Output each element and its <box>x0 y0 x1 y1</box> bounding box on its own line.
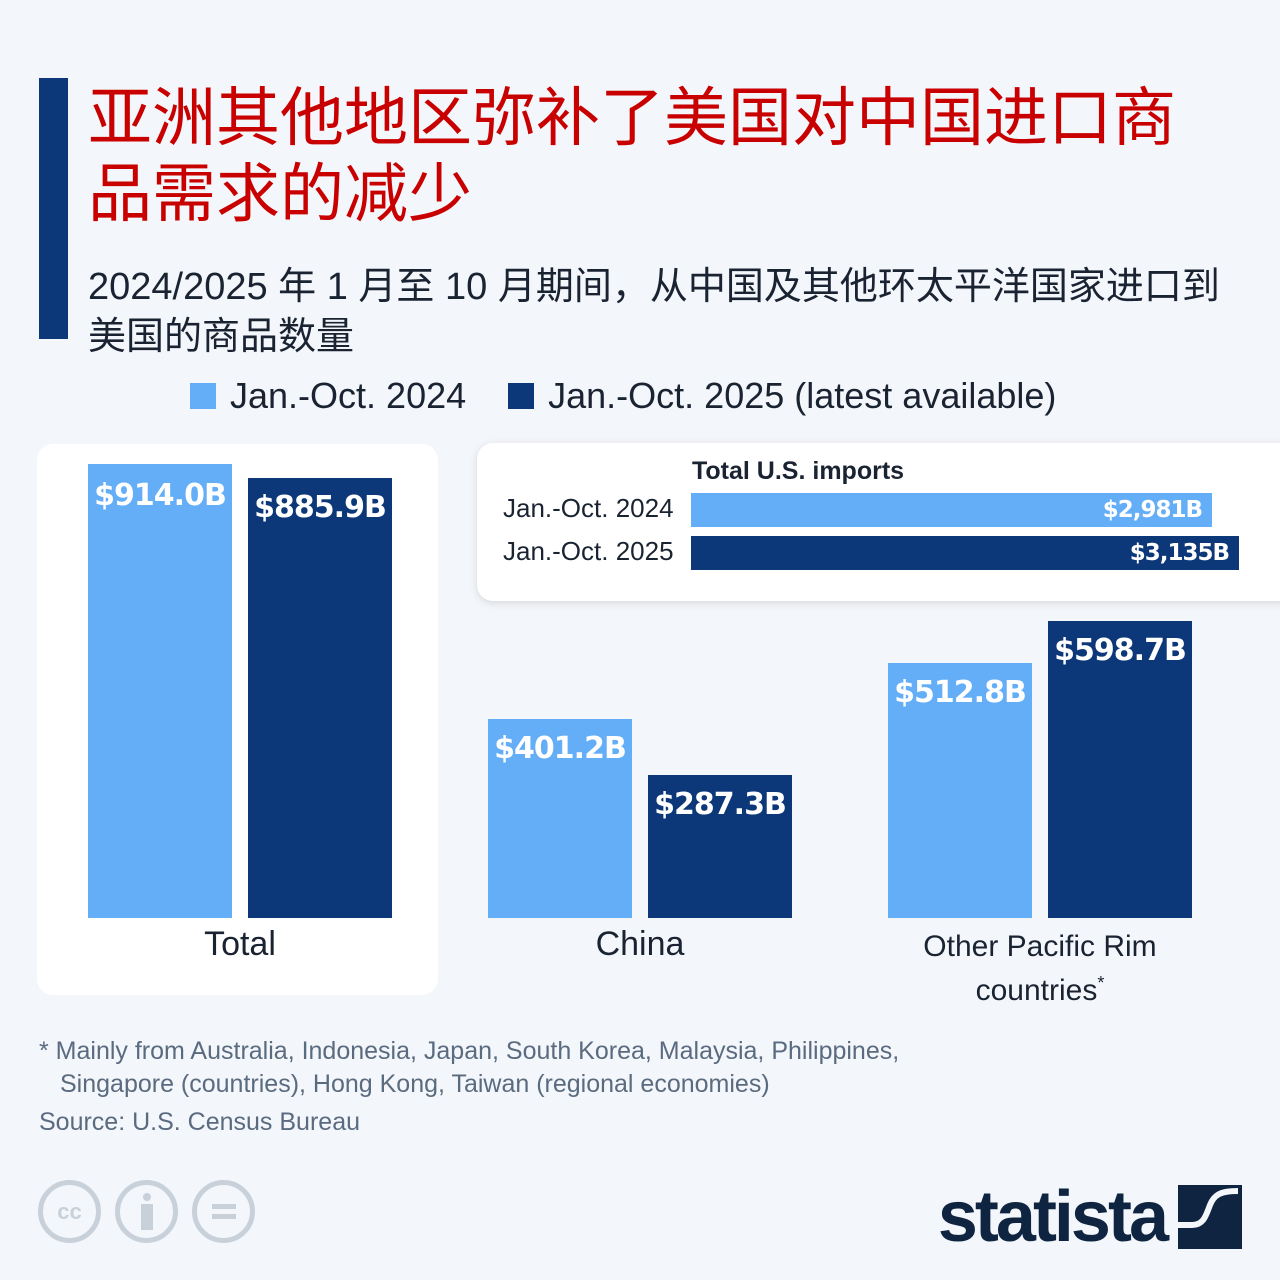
inset-bar-2024: $2,981B <box>691 493 1212 527</box>
category-label-line2: countries* <box>975 973 1105 1007</box>
bar-total-2024: $914.0B <box>88 464 232 918</box>
bar-pacific-rim-2024: $512.8B <box>888 663 1032 918</box>
bar-value: $914.0B <box>94 478 227 513</box>
legend-item-2025: Jan.-Oct. 2025 (latest available) <box>508 375 1056 417</box>
bar-value: $885.9B <box>254 490 387 525</box>
equals-icon <box>211 1203 236 1219</box>
inset-row-label-2024: Jan.-Oct. 2024 <box>503 493 674 523</box>
bar-china-2024: $401.2B <box>488 719 632 918</box>
no-derivatives-icon[interactable] <box>192 1180 255 1243</box>
category-label-pacific-rim: Other Pacific Rim countries* <box>870 929 1210 1009</box>
cc-icon[interactable]: cc <box>38 1180 101 1243</box>
footnote-marker: * <box>1097 973 1105 993</box>
bar-value: $401.2B <box>494 731 627 766</box>
source-note: Source: U.S. Census Bureau <box>39 1108 360 1136</box>
logo-text: statista <box>937 1177 1169 1257</box>
legend-swatch-2024 <box>190 383 216 409</box>
license-icons: cc <box>38 1180 255 1243</box>
statista-logo[interactable]: statista <box>938 1176 1242 1258</box>
footnote-line2: Singapore (countries), Hong Kong, Taiwan… <box>60 1070 770 1098</box>
legend-swatch-2025 <box>508 383 535 409</box>
category-label-total: Total <box>204 925 276 963</box>
bar-value: $287.3B <box>654 787 787 822</box>
bar-pacific-rim-2025: $598.7B <box>1048 621 1192 918</box>
bar-value: $512.8B <box>894 675 1027 710</box>
inset-bar-value: $3,135B <box>1129 540 1230 566</box>
total-imports-inset: Total U.S. imports Jan.-Oct. 2024 $2,981… <box>477 443 1280 601</box>
bar-total-2025: $885.9B <box>248 478 392 918</box>
statista-logo-icon <box>1178 1185 1242 1249</box>
chart-subtitle: 2024/2025 年 1 月至 10 月期间，从中国及其他环太平洋国家进口到美… <box>88 266 1220 358</box>
legend: Jan.-Oct. 2024 Jan.-Oct. 2025 (latest av… <box>190 374 1056 418</box>
inset-row-label-2025: Jan.-Oct. 2025 <box>503 536 674 566</box>
legend-label-2024: Jan.-Oct. 2024 <box>230 375 467 416</box>
inset-bar-value: $2,981B <box>1102 497 1203 523</box>
inset-title: Total U.S. imports <box>692 457 905 485</box>
category-label-china: China <box>595 925 685 963</box>
attribution-icon[interactable] <box>115 1180 178 1243</box>
bar-value: $598.7B <box>1054 633 1187 668</box>
footnote: * Mainly from Australia, Indonesia, Japa… <box>39 1035 899 1101</box>
footnote-line1: * Mainly from Australia, Indonesia, Japa… <box>39 1037 900 1065</box>
chart-title: 亚洲其他地区弥补了美国对中国进口商品需求的减少 <box>88 82 1176 230</box>
legend-label-2025: Jan.-Oct. 2025 (latest available) <box>548 375 1057 416</box>
bar-china-2025: $287.3B <box>648 775 792 918</box>
person-icon <box>140 1192 153 1230</box>
legend-item-2024: Jan.-Oct. 2024 <box>190 375 466 417</box>
category-label-line1: Other Pacific Rim <box>923 930 1157 963</box>
inset-bar-2025: $3,135B <box>691 536 1239 570</box>
title-accent-bar <box>39 78 68 339</box>
